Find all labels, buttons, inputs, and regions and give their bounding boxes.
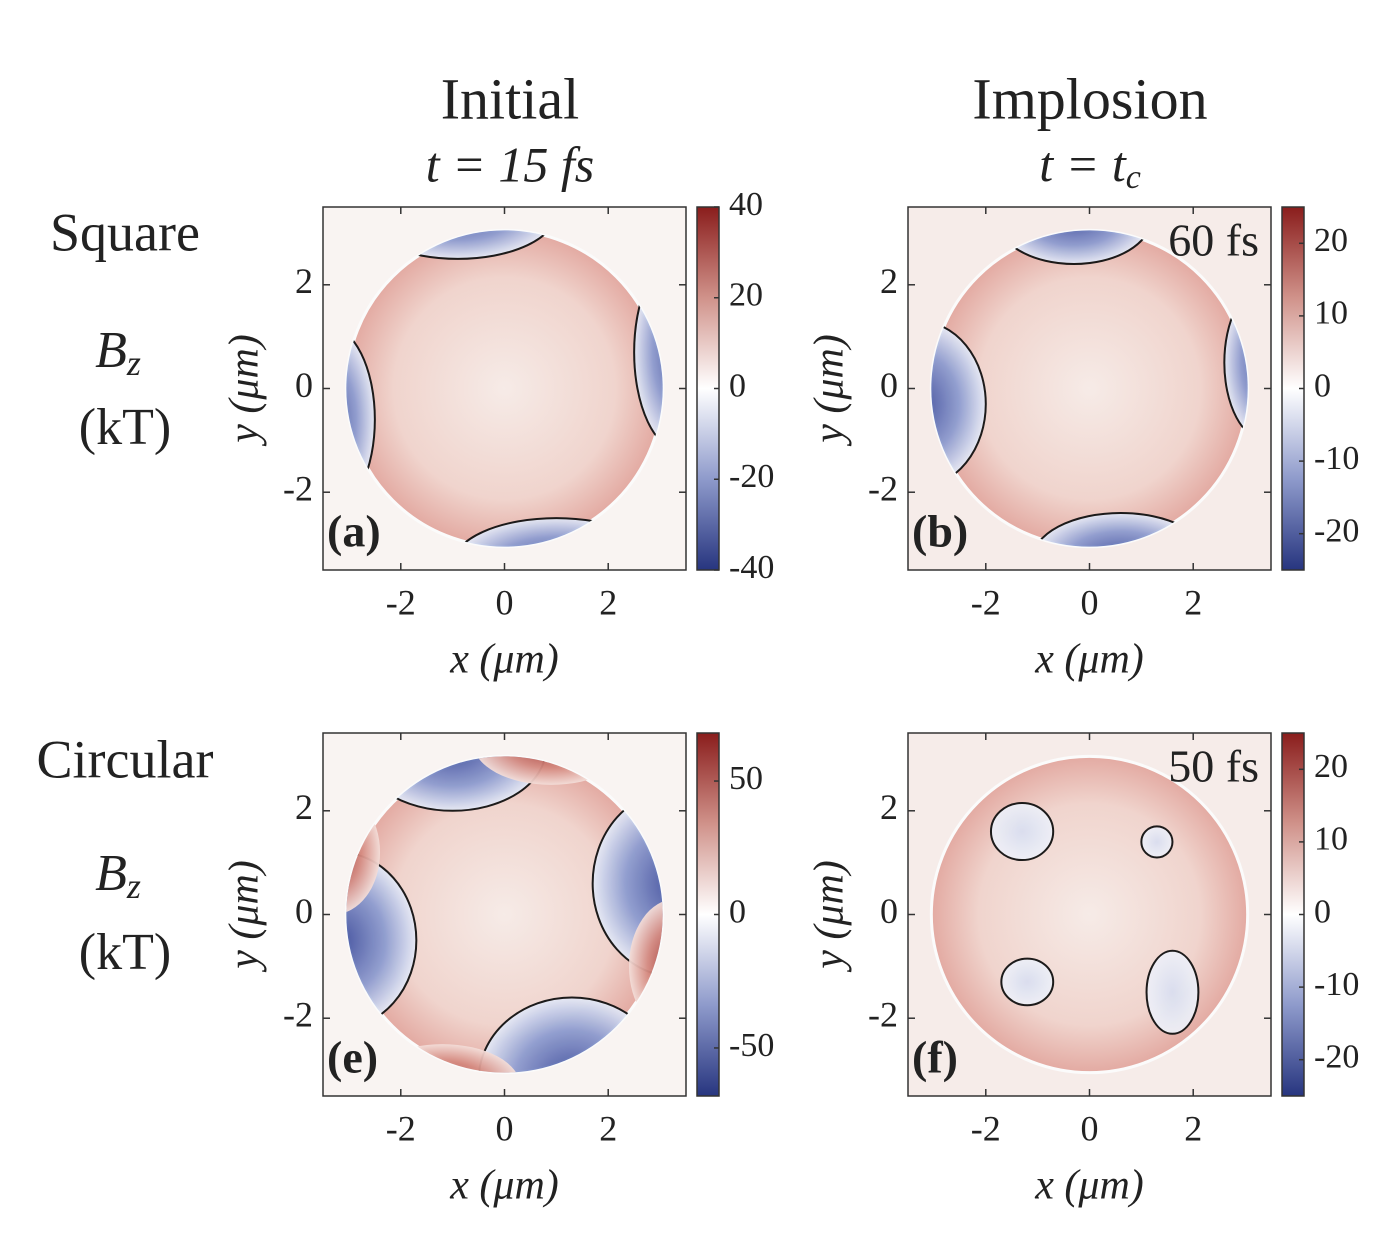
colorbar-tick-label: -20	[1314, 512, 1359, 549]
quantity-main: B	[95, 322, 127, 379]
y-tick-label: 2	[295, 261, 313, 301]
blue-region	[591, 789, 663, 978]
disc	[929, 754, 1250, 1075]
colorbar-tick-label: 20	[729, 277, 763, 314]
x-tick-label: 0	[496, 1108, 514, 1148]
subtitle-sub: c	[1126, 159, 1141, 196]
y-tick-label: 0	[295, 365, 313, 405]
colorbar-tick-label: 0	[1314, 893, 1331, 930]
colorbar-tick-label: 0	[729, 893, 746, 930]
y-tick-label: 0	[880, 891, 898, 931]
x-tick-label: 0	[1081, 1108, 1099, 1148]
colorbar-tick-label: 0	[1314, 367, 1331, 404]
colorbar-tick-label: 10	[1314, 295, 1348, 332]
panel: -2 0 2 -2 0 2 x (μm) y (μm) (e) -50 0 50	[222, 732, 774, 1209]
spot-region	[1145, 949, 1200, 1035]
disc	[344, 228, 665, 549]
x-tick-label: -2	[971, 582, 1001, 622]
subtitle-main: t = t	[1039, 136, 1127, 192]
spot-region	[1140, 825, 1174, 859]
colorbar-tick-label: -50	[729, 1027, 774, 1064]
x-tick-label: 2	[599, 1108, 617, 1148]
colorbar-tick-label: 40	[729, 186, 763, 223]
y-axis-label: y (μm)	[222, 860, 268, 973]
x-tick-label: -2	[386, 582, 416, 622]
colorbar-tick-label: 20	[1314, 222, 1348, 259]
y-tick-label: 2	[880, 787, 898, 827]
x-tick-label: 2	[1184, 1108, 1202, 1148]
disc	[344, 754, 665, 1075]
x-axis-label: x (μm)	[1034, 637, 1144, 683]
x-tick-label: 2	[1184, 582, 1202, 622]
quantity-sub: z	[126, 866, 141, 906]
x-axis-label: x (μm)	[1034, 1163, 1144, 1209]
colorbar-tick-label: -20	[729, 458, 774, 495]
y-tick-label: 0	[880, 365, 898, 405]
y-axis-label: y (μm)	[807, 860, 853, 973]
quantity-main: B	[95, 845, 127, 902]
row-unit: (kT)	[79, 924, 171, 981]
y-tick-label: 0	[295, 891, 313, 931]
column-subtitle: t = tc	[1039, 136, 1141, 195]
y-tick-label: -2	[868, 468, 898, 508]
panel-label: (f)	[912, 1032, 958, 1083]
row-quantity: Bz	[95, 845, 141, 906]
x-axis-label: x (μm)	[449, 1163, 559, 1209]
colorbar-tick-label: -10	[1314, 966, 1359, 1003]
y-axis-label: y (μm)	[222, 334, 268, 447]
y-tick-label: 2	[295, 787, 313, 827]
y-tick-label: -2	[283, 468, 313, 508]
row-unit: (kT)	[79, 399, 171, 456]
colorbar-tick-label: -20	[1314, 1038, 1359, 1075]
blue-region	[931, 320, 987, 489]
y-tick-label: -2	[868, 994, 898, 1034]
x-tick-label: -2	[386, 1108, 416, 1148]
panel-label: (a)	[327, 506, 381, 557]
annotation: 60 fs	[1168, 215, 1259, 266]
y-tick-label: 2	[880, 261, 898, 301]
y-axis-label: y (μm)	[807, 334, 853, 447]
x-tick-label: -2	[971, 1108, 1001, 1148]
colorbar-tick-label: 0	[729, 367, 746, 404]
row-quantity: Bz	[95, 322, 141, 383]
colorbar-tick-label: -10	[1314, 440, 1359, 477]
quantity-sub: z	[126, 343, 141, 383]
column-subtitle: t = 15 fs	[426, 136, 594, 192]
x-tick-label: 0	[1081, 582, 1099, 622]
colorbar-tick-label: 50	[729, 760, 763, 797]
spot-region	[989, 802, 1055, 862]
row-label: Circular	[37, 729, 214, 789]
colorbar-tick-label: 10	[1314, 821, 1348, 858]
x-axis-label: x (μm)	[449, 637, 559, 683]
column-title: Initial	[441, 66, 580, 131]
colorbar-tick-label: -40	[729, 549, 774, 586]
panel-label: (e)	[327, 1032, 378, 1083]
blue-region	[995, 230, 1153, 266]
blue-region	[346, 851, 418, 1030]
column-title: Implosion	[972, 66, 1207, 131]
x-tick-label: 2	[599, 582, 617, 622]
y-tick-label: -2	[283, 994, 313, 1034]
row-label: Square	[50, 202, 200, 262]
panel-label: (b)	[912, 506, 968, 557]
field-features	[989, 802, 1200, 1035]
annotation: 50 fs	[1168, 741, 1259, 792]
colorbar-tick-label: 20	[1314, 748, 1348, 785]
x-tick-label: 0	[496, 582, 514, 622]
spot-region	[1000, 957, 1055, 1007]
